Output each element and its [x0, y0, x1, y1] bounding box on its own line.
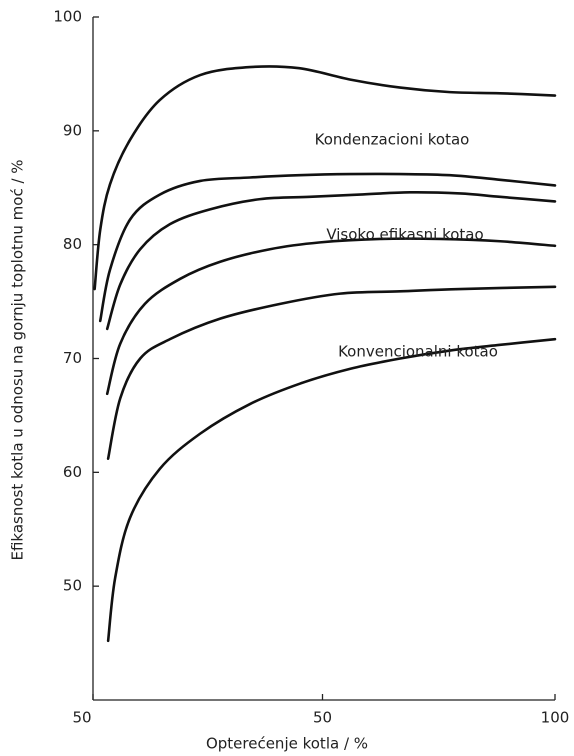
curve	[105, 190, 557, 331]
annotation: Visoko efikasni kotao	[326, 226, 483, 244]
x-tick-label: 50	[72, 709, 91, 727]
y-tick-label: 100	[53, 8, 82, 26]
x-tick-label: 100	[541, 709, 570, 727]
x-tick-label: 50	[313, 709, 332, 727]
curve	[105, 237, 557, 396]
y-tick-label: 50	[63, 577, 82, 595]
annotation: Konvencionalni kotao	[338, 343, 498, 361]
y-tick-label: 70	[63, 349, 82, 367]
y-tick-label: 80	[63, 235, 82, 253]
curve	[106, 337, 557, 643]
y-tick-label: 60	[63, 463, 82, 481]
x-axis-label: Opterećenje kotla / %	[206, 735, 368, 753]
y-tick-label: 90	[63, 121, 82, 139]
curve	[93, 65, 557, 291]
curve	[98, 172, 557, 323]
curve	[106, 285, 557, 460]
y-axis-label: Efikasnost kotla u odnosu na gornju topl…	[9, 159, 27, 560]
annotation: Kondenzacioni kotao	[315, 131, 470, 149]
